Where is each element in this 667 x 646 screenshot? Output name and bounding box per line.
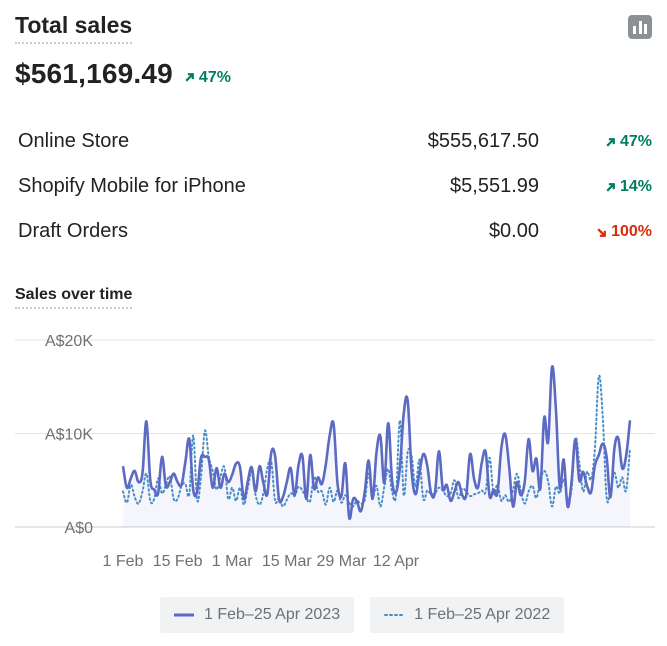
arrow-down-right-icon [597, 227, 606, 237]
legend-label: 1 Feb–25 Apr 2022 [414, 606, 551, 623]
breakdown-change-value: 100% [611, 223, 652, 240]
arrow-up-right-icon [185, 73, 194, 82]
arrow-up-right-icon [606, 182, 615, 192]
x-tick-label: 29 Mar [317, 553, 367, 570]
x-tick-label: 12 Apr [373, 553, 420, 570]
breakdown-change-value: 14% [619, 178, 652, 195]
x-tick-label: 1 Feb [103, 553, 144, 570]
breakdown-change-badge: 100% [596, 223, 652, 241]
y-tick-label: A$10K [45, 427, 93, 444]
x-tick-label: 15 Feb [153, 553, 203, 570]
x-tick-label: 1 Mar [212, 553, 254, 570]
current-period-line [121, 365, 632, 521]
y-tick-label: A$0 [65, 520, 94, 537]
breakdown-value: $0.00 [488, 220, 539, 242]
sales-over-time-chart: A$0 A$10K A$20K 1 Feb 15 Feb 1 Mar 15 Mar 29 M… [15, 333, 655, 570]
y-tick-label: A$20K [45, 333, 93, 350]
legend-item-current[interactable]: 1 Feb–25 Apr 2023 [160, 597, 355, 633]
breakdown-change-badge: 47% [605, 133, 652, 151]
total-sales-value: $561,169.49 [15, 58, 173, 89]
total-sales-summary: $561,169.49 47% [15, 58, 231, 90]
breakdown-row: Shopify Mobile for iPhone $5,551.99 14% [18, 171, 652, 216]
legend-item-previous[interactable]: 1 Feb–25 Apr 2022 [370, 597, 565, 633]
breakdown-row: Online Store $555,617.50 47% [18, 126, 652, 171]
report-title: Total sales [15, 12, 133, 44]
total-change-badge: 47% [184, 69, 231, 87]
breakdown-label: Shopify Mobile for iPhone [18, 175, 246, 197]
total-change-value: 47% [198, 68, 231, 86]
breakdown-label: Draft Orders [18, 220, 129, 242]
bar-chart-icon[interactable] [628, 15, 652, 39]
previous-period-line [122, 374, 631, 508]
breakdown-value: $5,551.99 [450, 175, 539, 197]
x-tick-label: 15 Mar [262, 553, 312, 570]
sales-breakdown-list: Online Store $555,617.50 47% Shopify Mob… [18, 126, 652, 261]
breakdown-row: Draft Orders $0.00 100% [18, 216, 652, 261]
solid-line-icon [174, 613, 194, 617]
dotted-line-icon [384, 614, 405, 616]
breakdown-label: Online Store [18, 130, 130, 152]
breakdown-change-value: 47% [619, 133, 652, 150]
legend-label: 1 Feb–25 Apr 2023 [204, 606, 341, 623]
breakdown-change-badge: 14% [605, 178, 652, 196]
arrow-up-right-icon [606, 137, 615, 147]
current-period-area [123, 366, 630, 527]
chart-legend: 1 Feb–25 Apr 2023 1 Feb–25 Apr 2022 [160, 597, 565, 633]
chart-title: Sales over time [15, 286, 133, 309]
breakdown-value: $555,617.50 [427, 130, 539, 152]
